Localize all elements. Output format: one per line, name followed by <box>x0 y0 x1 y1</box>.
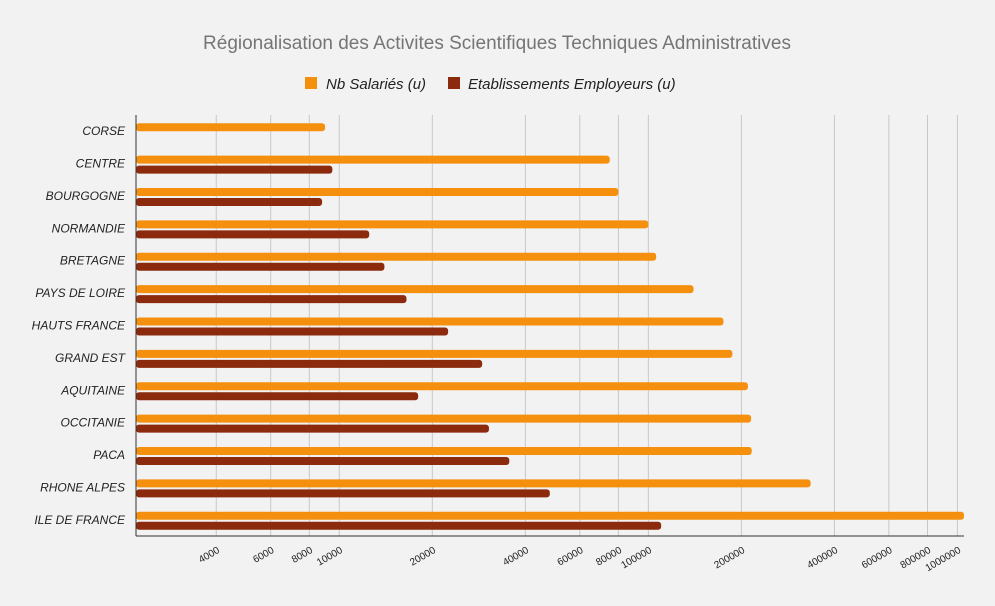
bar-series-1 <box>136 359 483 368</box>
category-label: OCCITANIE <box>61 416 126 430</box>
legend-swatch-series-0 <box>305 77 317 89</box>
bar-series-0 <box>136 187 619 196</box>
category-label: PAYS DE LOIRE <box>35 286 126 300</box>
category-label: NORMANDIE <box>52 221 126 235</box>
x-tick-label: 200000 <box>712 545 747 571</box>
bar-series-1 <box>136 230 370 239</box>
x-tick-label: 80000 <box>594 545 624 569</box>
x-tick-label: 10000 <box>315 545 345 569</box>
category-label: PACA <box>93 448 125 462</box>
bar-series-1 <box>136 165 333 174</box>
x-tick-label: 60000 <box>556 545 586 569</box>
bar-series-0 <box>136 382 748 391</box>
bar-series-0 <box>136 317 724 326</box>
category-label: BOURGOGNE <box>46 189 126 203</box>
category-labels: CORSE CENTRE BOURGOGNE NORMANDIE BRETAGNE PAY… <box>32 124 127 527</box>
category-label: GRAND EST <box>55 351 127 365</box>
bar-series-1 <box>136 457 510 466</box>
bar-series-1 <box>136 197 323 206</box>
x-tick-label: 8000 <box>290 545 315 566</box>
x-tick-label: 400000 <box>806 545 841 571</box>
bar-series-1 <box>136 489 550 498</box>
axes <box>135 115 964 537</box>
x-tick-label: 600000 <box>860 545 895 571</box>
bar-series-1 <box>136 262 385 271</box>
legend-label-series-0: Nb Salariés (u) <box>326 76 426 93</box>
bar-series-1 <box>136 392 419 401</box>
x-tick-label: 100000 <box>619 545 654 571</box>
bar-series-0 <box>136 414 752 423</box>
bar-series-0 <box>136 123 326 132</box>
category-label: RHONE ALPES <box>40 480 125 494</box>
category-label: HAUTS FRANCE <box>32 319 126 333</box>
bar-series-1 <box>136 521 662 530</box>
category-label: BRETAGNE <box>60 254 126 268</box>
x-tick-label: 40000 <box>501 545 531 569</box>
category-label: ILE DE FRANCE <box>34 513 126 527</box>
bar-series-1 <box>136 327 449 336</box>
category-label: AQUITAINE <box>60 383 126 397</box>
x-tick-label: 6000 <box>251 545 276 566</box>
bar-series-0 <box>136 155 610 164</box>
chart-title: Régionalisation des Activites Scientifiq… <box>203 33 791 54</box>
legend: Nb Salariés (u) Etablissements Employeur… <box>305 76 676 93</box>
x-tick-label: 4000 <box>197 545 222 566</box>
bar-series-0 <box>136 349 733 358</box>
legend-label-series-1: Etablissements Employeurs (u) <box>468 76 676 93</box>
bar-series-0 <box>136 479 811 488</box>
bar-series-0 <box>136 285 694 294</box>
bar-series-0 <box>136 252 657 261</box>
bars <box>136 123 964 530</box>
bar-series-1 <box>136 295 407 304</box>
category-label: CORSE <box>82 124 126 138</box>
bar-series-0 <box>136 220 649 229</box>
bar-series-1 <box>136 424 489 433</box>
legend-swatch-series-1 <box>448 77 460 89</box>
category-label: CENTRE <box>76 157 126 171</box>
x-axis-tick-labels: 4000 6000 8000 10000 20000 40000 60000 80000100… <box>197 545 963 574</box>
bar-series-0 <box>136 511 964 520</box>
x-tick-label: 20000 <box>408 545 438 569</box>
bar-series-0 <box>136 447 752 456</box>
